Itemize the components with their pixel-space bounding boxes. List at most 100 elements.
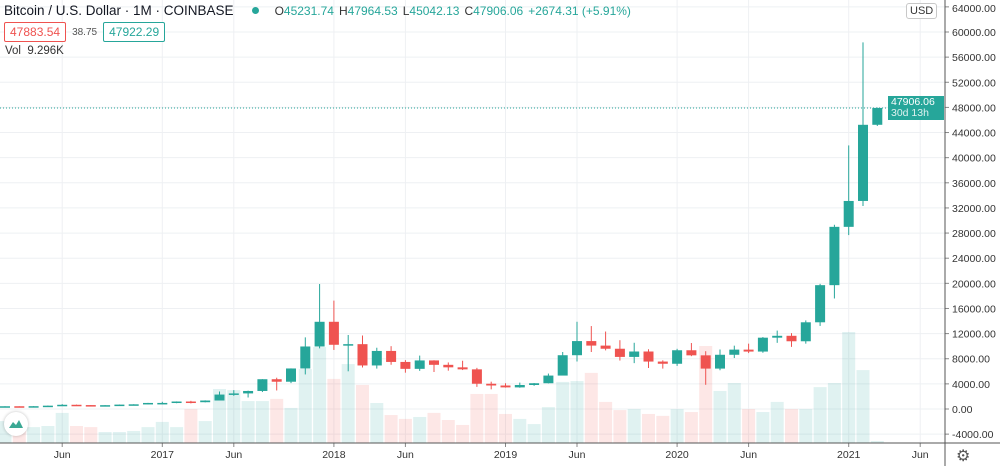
candle: [171, 401, 182, 404]
x-tick-label: Jun: [569, 449, 586, 461]
volume-bar: [756, 412, 770, 443]
candle: [614, 340, 625, 361]
candle: [829, 224, 840, 299]
y-tick-label: 0.00: [952, 404, 973, 416]
volume-bar: [656, 415, 670, 443]
candle-body: [386, 350, 397, 362]
candle: [543, 373, 554, 384]
x-tick-label: 2019: [494, 449, 518, 461]
candle-body: [271, 379, 282, 382]
candle-body: [629, 351, 640, 357]
candle-body: [657, 361, 668, 364]
volume-bar: [112, 432, 126, 443]
volume-bar: [842, 332, 856, 443]
volume-bar: [213, 389, 226, 443]
sell-price-button[interactable]: 47883.54: [4, 22, 67, 42]
candle: [786, 333, 797, 347]
volume-bar: [484, 393, 498, 443]
volume-bar: [456, 424, 470, 443]
candle: [743, 343, 754, 354]
candle: [514, 382, 525, 388]
volume-bar: [384, 415, 398, 443]
volume-bar: [556, 381, 570, 443]
candle-body: [157, 402, 168, 405]
candle-body: [200, 400, 211, 403]
volume-bar: [55, 412, 69, 443]
symbol-title[interactable]: Bitcoin / U.S. Dollar · 1M · COINBASE: [4, 3, 234, 18]
candle: [343, 334, 354, 372]
volume-bar: [398, 418, 412, 443]
volume-bar: [599, 401, 613, 443]
high-value: 47964.53: [347, 3, 398, 18]
volume-bar: [627, 409, 641, 443]
chart-legend: Bitcoin / U.S. Dollar · 1M · COINBASE O4…: [4, 3, 631, 18]
candle: [243, 390, 254, 398]
buy-price-button[interactable]: 47922.29: [103, 22, 166, 42]
x-tick-label: Jun: [225, 449, 242, 461]
candle-body: [286, 368, 296, 382]
y-tick-label: 44000.00: [952, 128, 996, 140]
candle: [700, 351, 711, 385]
candle: [672, 348, 683, 366]
candle-body: [28, 406, 39, 408]
candle: [57, 404, 68, 407]
volume-bar: [270, 398, 284, 443]
candle: [328, 300, 339, 350]
candle-body: [743, 349, 754, 352]
candle: [729, 345, 740, 359]
candle-body: [0, 406, 10, 408]
candle-body: [786, 335, 797, 342]
candle-body: [600, 345, 611, 349]
low-value: 45042.13: [409, 3, 460, 18]
volume-bar: [785, 409, 798, 443]
candle-body: [643, 351, 654, 362]
candle-body: [872, 107, 883, 125]
candle-body: [757, 337, 768, 352]
candle-body: [529, 383, 540, 385]
candle-body: [700, 355, 711, 369]
candle-body: [71, 404, 82, 407]
y-tick-label: 52000.00: [952, 77, 996, 89]
candle: [643, 349, 654, 369]
candle-body: [357, 344, 368, 366]
currency-badge[interactable]: USD: [906, 3, 938, 19]
candle: [471, 367, 482, 387]
y-tick-label: 16000.00: [952, 303, 996, 315]
last-price-value: 47906.06: [891, 96, 935, 108]
candle: [400, 360, 411, 373]
volume-bar: [327, 378, 341, 443]
volume-bar: [284, 407, 298, 443]
volume-bar: [41, 426, 55, 443]
candle: [657, 360, 668, 369]
high-label: H: [338, 3, 348, 18]
volume-bar: [470, 393, 484, 443]
volume-bar: [298, 369, 312, 443]
last-price-tag: 47906.06 30d 13h: [888, 96, 944, 120]
volume-bar: [413, 416, 427, 443]
volume-bar: [613, 410, 627, 443]
close-label: C: [464, 3, 474, 18]
x-tick-label: Jun: [740, 449, 757, 461]
y-tick-label: 8000.00: [952, 354, 990, 366]
candle-body: [858, 124, 868, 201]
candle-body: [514, 384, 525, 388]
candle: [557, 352, 568, 376]
candle-body: [815, 285, 826, 323]
gear-icon[interactable]: ⚙: [956, 448, 971, 465]
volume-bar: [827, 383, 841, 443]
candle-body: [128, 404, 139, 406]
candle-body: [185, 401, 196, 404]
spread-value: 38.75: [72, 26, 98, 38]
low-label: L: [402, 3, 410, 18]
candle: [42, 405, 53, 408]
bar-countdown: 30d 13h: [891, 107, 929, 119]
candle-body: [543, 375, 554, 384]
volume-bar: [241, 401, 255, 443]
candle: [371, 347, 382, 369]
volume-bar: [642, 413, 655, 443]
candle: [214, 391, 225, 401]
candle-body: [42, 405, 53, 408]
candle-body: [443, 364, 454, 368]
tradingview-logo-icon[interactable]: [4, 412, 28, 436]
